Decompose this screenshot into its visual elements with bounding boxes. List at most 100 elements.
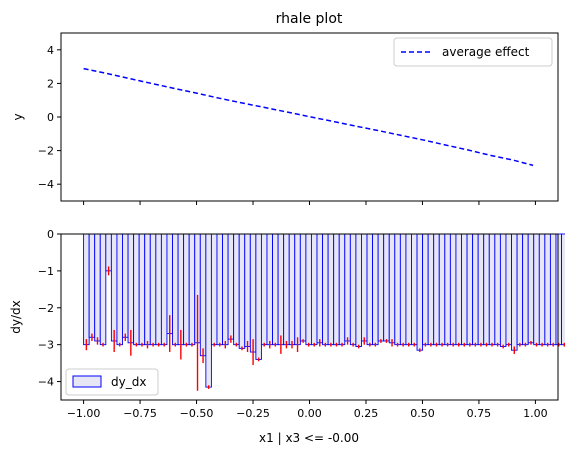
bottom-x-tick-label: −1.00 xyxy=(67,407,101,420)
derivative-bar xyxy=(188,233,196,346)
derivative-bar xyxy=(216,233,223,346)
derivative-bar xyxy=(177,233,185,346)
derivative-bar xyxy=(183,233,190,346)
derivative-bar xyxy=(327,233,335,346)
derivative-bar xyxy=(94,233,101,342)
bottom-x-ticks: −1.00 −0.75 −0.50 −0.25 0.00 0.25 0.50 0.75 1.00 xyxy=(67,400,548,420)
error-bars xyxy=(85,266,565,391)
derivative-bar xyxy=(472,233,479,346)
bottom-y-axis-label: dy/dx xyxy=(9,300,23,333)
derivative-bar xyxy=(316,233,324,344)
derivative-bar xyxy=(527,233,535,344)
top-legend-box xyxy=(393,37,553,67)
derivative-bar xyxy=(394,233,401,346)
derivative-bar xyxy=(505,233,512,346)
derivative-bar xyxy=(333,233,340,346)
bottom-x-tick-label: −0.50 xyxy=(180,407,214,420)
derivative-bar xyxy=(338,233,346,346)
derivative-bar xyxy=(233,233,240,346)
bottom-y-ticks: 0 −1 −2 −3 −4 xyxy=(38,228,61,389)
derivative-bar xyxy=(355,233,362,347)
top-y-ticks: 4 2 0 −2 −4 xyxy=(38,44,61,191)
derivative-bar xyxy=(155,233,162,346)
derivative-bar xyxy=(249,233,257,353)
derivative-bar xyxy=(538,233,546,346)
derivative-bar xyxy=(516,233,524,346)
derivative-bar xyxy=(499,233,507,347)
derivative-bar xyxy=(405,233,412,346)
bottom-x-tick-label: 0.75 xyxy=(467,407,492,420)
derivative-bar xyxy=(83,233,90,346)
derivative-bar xyxy=(344,233,351,342)
derivative-bar xyxy=(133,233,140,346)
derivative-bar xyxy=(172,233,179,346)
derivative-bar xyxy=(444,233,451,346)
derivative-bar xyxy=(227,233,235,340)
bottom-legend-swatch xyxy=(72,375,102,388)
derivative-bar xyxy=(461,233,468,346)
x-axis-label: x1 | x3 <= -0.00 xyxy=(259,431,359,445)
bottom-x-tick-label: 0.00 xyxy=(297,407,322,420)
derivative-bar xyxy=(305,233,312,346)
derivative-bar xyxy=(411,233,418,346)
derivative-bar xyxy=(533,233,540,346)
derivative-bar xyxy=(438,233,446,346)
derivative-bar xyxy=(255,233,262,360)
bottom-x-tick-label: −0.25 xyxy=(236,407,270,420)
derivative-bar xyxy=(483,233,490,346)
top-y-tick-label: 2 xyxy=(47,77,54,90)
bottom-x-tick-label: −0.75 xyxy=(123,407,157,420)
derivative-bars xyxy=(83,233,565,388)
derivative-bar xyxy=(288,233,296,346)
derivative-bar xyxy=(372,233,379,346)
derivative-bar xyxy=(199,233,207,357)
bottom-legend: dy_dx xyxy=(65,368,159,396)
derivative-bar xyxy=(416,233,424,351)
derivative-bar xyxy=(561,233,565,346)
chart-title: rhale plot xyxy=(276,11,343,27)
derivative-bar xyxy=(549,233,557,346)
derivative-bar xyxy=(138,233,146,346)
bottom-x-tick-label: 0.25 xyxy=(354,407,379,420)
derivative-bar xyxy=(399,233,407,346)
top-legend-label: average effect xyxy=(442,45,530,59)
top-legend: average effect xyxy=(393,37,553,67)
bottom-y-tick-label: −2 xyxy=(38,302,54,315)
bottom-y-tick-label: −3 xyxy=(38,339,54,352)
derivative-bar xyxy=(299,233,307,342)
derivative-bar xyxy=(522,233,529,346)
derivative-bar xyxy=(88,233,96,338)
top-y-tick-label: 0 xyxy=(47,111,54,124)
derivative-bar xyxy=(494,233,501,346)
derivative-bar xyxy=(277,233,285,346)
top-y-tick-label: −2 xyxy=(38,145,54,158)
top-panel: rhale plot y 4 2 0 −2 −4 average effect xyxy=(11,11,559,205)
derivative-bar xyxy=(272,233,279,346)
derivative-bar xyxy=(222,233,229,346)
derivative-bar xyxy=(266,233,273,346)
derivative-bar xyxy=(105,233,112,272)
derivative-bar xyxy=(127,233,135,344)
derivative-bar xyxy=(149,233,157,346)
derivative-bar xyxy=(122,233,129,338)
derivative-bar xyxy=(466,233,474,346)
derivative-bar xyxy=(366,233,374,346)
bottom-y-tick-label: −4 xyxy=(38,376,54,389)
top-y-tick-label: 4 xyxy=(47,44,54,57)
derivative-bar xyxy=(294,233,301,346)
derivative-bar xyxy=(244,233,251,347)
derivative-bar xyxy=(377,233,385,342)
derivative-bar xyxy=(427,233,435,346)
bottom-y-tick-label: −1 xyxy=(38,265,54,278)
derivative-bar xyxy=(99,233,107,346)
derivative-bar xyxy=(511,233,518,351)
derivative-bar xyxy=(349,233,357,346)
derivative-bar xyxy=(210,233,218,346)
derivative-bar xyxy=(455,233,462,346)
derivative-bar xyxy=(388,233,396,344)
derivative-bar xyxy=(160,233,168,346)
bottom-y-tick-label: 0 xyxy=(47,228,54,241)
derivative-bar xyxy=(361,233,368,342)
derivative-bar xyxy=(322,233,329,346)
bottom-x-tick-label: 1.00 xyxy=(523,407,548,420)
